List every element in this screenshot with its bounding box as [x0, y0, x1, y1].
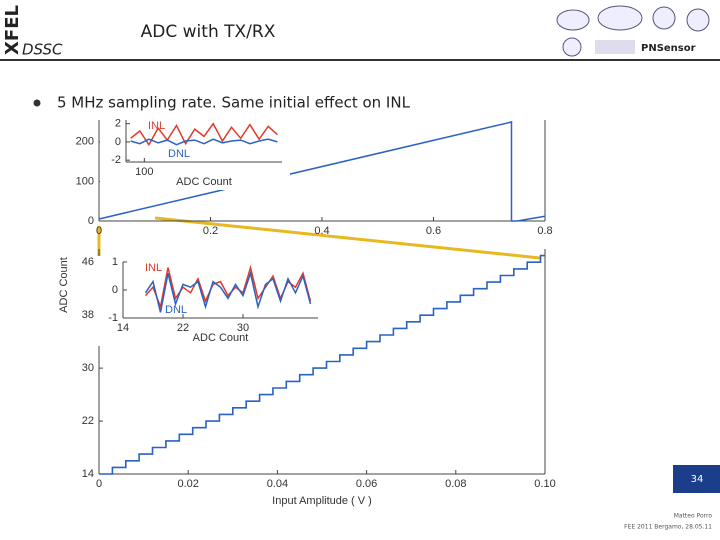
x-tick-label: 0.04 — [267, 478, 288, 490]
x-tick-label: 0.6 — [426, 225, 441, 237]
logo — [652, 6, 676, 30]
x-tick-label: 0.4 — [314, 225, 329, 237]
legend-label: DNL — [168, 148, 190, 160]
logo — [686, 8, 710, 32]
slide-title: ADC with TX/RX — [141, 22, 276, 42]
legend-label: INL — [148, 120, 165, 132]
series-line — [144, 270, 312, 313]
x-tick-label: 0.10 — [534, 478, 555, 490]
y-tick-label: 1 — [112, 256, 118, 268]
x-tick-label: 0 — [96, 225, 102, 237]
y-tick-label: 14 — [82, 468, 94, 480]
chart: 14 22 30 1 0 -1 INL DNL ADC Count — [97, 256, 326, 346]
logo — [562, 37, 582, 57]
y-tick-label: 200 — [76, 136, 94, 148]
x-tick-label: 0.8 — [537, 225, 552, 237]
y-tick-label: 0 — [115, 136, 121, 148]
chart: 100 2 0 -2 INL DNL ADC Count — [100, 114, 290, 190]
x-tick-label: 100 — [135, 166, 153, 178]
y-tick-label: 2 — [115, 118, 121, 130]
x-axis-title: ADC Count — [176, 176, 232, 188]
series-line — [130, 122, 278, 147]
page-badge — [673, 465, 720, 493]
x-axis-title: Input Amplitude ( V ) — [272, 495, 372, 507]
legend-label: DNL — [165, 304, 187, 316]
x-axis-title: ADC Count — [193, 332, 249, 344]
y-tick-label: 46 — [82, 256, 94, 268]
page-number: 34 — [691, 474, 704, 485]
header-rule — [0, 59, 720, 61]
x-tick-label: 0.2 — [203, 225, 218, 237]
logo — [595, 40, 635, 54]
inset-background — [100, 114, 290, 190]
event: FEE 2011 Bergamo, 28.05.11 — [624, 524, 712, 531]
bullet-dot — [33, 99, 41, 107]
y-tick-label: 38 — [82, 309, 94, 321]
y-tick-label: -2 — [111, 154, 121, 166]
logo — [556, 9, 590, 31]
y-axis-title: ADC Count — [58, 257, 70, 313]
chart: 0 0.2 0.4 0.6 0.8 0 100 200 — [76, 120, 553, 237]
project: DSSC — [22, 41, 63, 59]
author: Matteo Porro — [674, 513, 713, 520]
legend-label: INL — [145, 262, 162, 274]
x-tick-label: 30 — [237, 322, 249, 334]
logos: PNSensor — [556, 5, 710, 57]
x-tick-label: 0.02 — [177, 478, 198, 490]
x-tick-label: 22 — [177, 322, 189, 334]
inset-background — [97, 256, 326, 346]
y-tick-label: 30 — [82, 362, 94, 374]
y-tick-label: 0 — [112, 284, 118, 296]
logo — [597, 5, 643, 31]
series-line — [130, 138, 278, 146]
y-tick-label: 22 — [82, 415, 94, 427]
logo-text: PNSensor — [641, 43, 696, 54]
zoom-line — [154, 216, 541, 260]
y-tick-label: 0 — [88, 215, 94, 227]
y-tick-label: -1 — [108, 312, 118, 324]
x-tick-label: 0 — [96, 478, 102, 490]
x-tick-label: 14 — [117, 322, 129, 334]
series-line — [98, 121, 546, 222]
x-tick-label: 0.06 — [356, 478, 377, 490]
brand: XFEL — [2, 5, 23, 55]
y-tick-label: 100 — [76, 175, 94, 187]
x-tick-label: 0.08 — [445, 478, 466, 490]
bullet-text: 5 MHz sampling rate. Same initial effect… — [57, 94, 411, 112]
series-step — [99, 254, 545, 475]
